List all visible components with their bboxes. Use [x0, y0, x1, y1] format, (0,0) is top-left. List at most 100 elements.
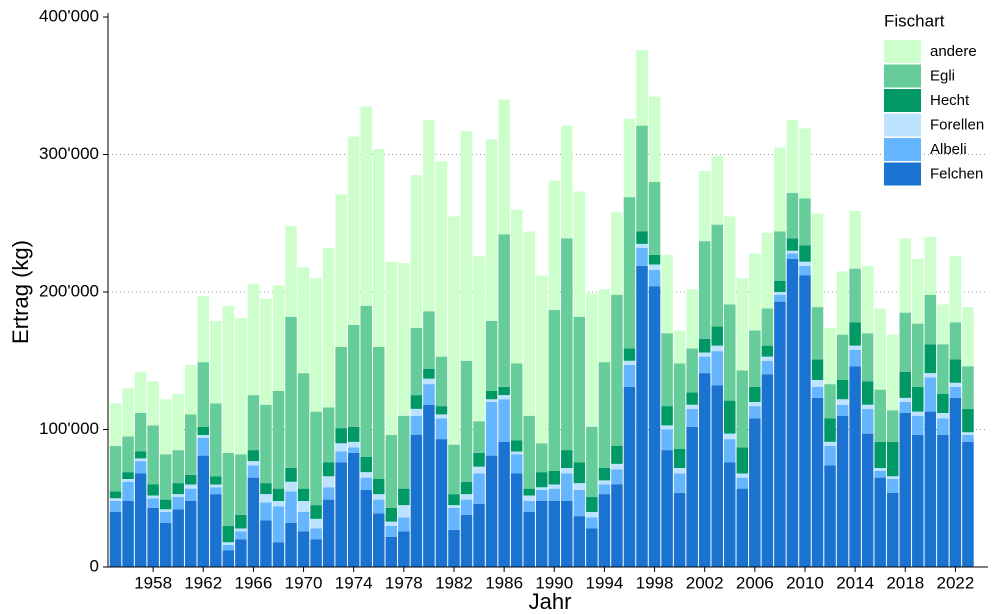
- bar: [949, 359, 962, 383]
- bar: [548, 501, 561, 567]
- bar: [836, 380, 849, 400]
- bar: [949, 386, 962, 398]
- bar: [598, 362, 611, 468]
- bar: [761, 356, 774, 361]
- bar: [774, 294, 786, 302]
- x-tick-label: 1998: [636, 573, 674, 592]
- legend-key: [884, 89, 921, 112]
- bar: [774, 301, 786, 567]
- legend-label: Egli: [930, 67, 955, 84]
- bar: [147, 381, 159, 426]
- bar: [360, 490, 372, 567]
- bar: [147, 498, 159, 508]
- bar: [210, 320, 222, 404]
- bar: [761, 308, 774, 346]
- bar: [836, 399, 849, 405]
- bar: [285, 481, 297, 492]
- bar: [460, 481, 473, 495]
- bar: [272, 501, 285, 507]
- bar: [724, 439, 736, 463]
- bar: [498, 399, 510, 442]
- bar: [899, 238, 912, 313]
- bar: [122, 472, 134, 479]
- bar: [297, 267, 310, 374]
- bar: [711, 345, 723, 352]
- y-tick-label: 300'000: [39, 144, 99, 163]
- bar: [924, 411, 937, 567]
- bar: [648, 270, 661, 287]
- bar: [636, 125, 648, 232]
- bar: [435, 414, 448, 419]
- bar: [561, 450, 573, 468]
- bar: [184, 484, 197, 489]
- bar: [824, 441, 836, 446]
- y-tick-label: 0: [90, 556, 99, 575]
- bar: [423, 120, 435, 312]
- bar: [786, 259, 799, 567]
- bar: [247, 477, 260, 567]
- bar: [473, 421, 485, 453]
- bar: [937, 435, 949, 567]
- x-tick-label: 2014: [836, 573, 874, 592]
- bar: [623, 386, 636, 567]
- bar: [222, 525, 235, 543]
- bar: [786, 120, 799, 193]
- bar: [886, 479, 899, 493]
- bar: [235, 531, 247, 540]
- bar: [197, 435, 210, 438]
- bar: [285, 468, 297, 482]
- bar: [824, 327, 836, 385]
- bar: [661, 254, 673, 334]
- bar: [836, 271, 849, 335]
- bar: [398, 531, 410, 567]
- bar: [724, 304, 736, 401]
- bar: [473, 473, 485, 504]
- bar: [736, 488, 749, 567]
- bar: [623, 118, 636, 198]
- bar: [285, 226, 297, 317]
- bar: [335, 347, 347, 429]
- bar: [385, 521, 398, 526]
- bar: [460, 499, 473, 515]
- bar: [861, 265, 874, 334]
- bar: [623, 348, 636, 361]
- bar: [962, 366, 974, 409]
- bar: [586, 496, 598, 512]
- y-tick-label: 400'000: [39, 6, 99, 25]
- bar: [222, 545, 235, 551]
- bar: [335, 462, 347, 567]
- bar: [122, 436, 134, 473]
- bar: [285, 316, 297, 468]
- bar: [811, 397, 824, 567]
- bar: [460, 514, 473, 567]
- bar: [774, 231, 786, 281]
- bar: [322, 248, 335, 408]
- bar: [661, 429, 673, 451]
- bar: [435, 356, 448, 407]
- x-tick-label: 1970: [285, 573, 323, 592]
- bar: [962, 441, 974, 567]
- bar: [912, 435, 924, 567]
- bar: [523, 512, 535, 567]
- y-axis-title: Ertrag (kg): [8, 240, 33, 344]
- bar: [398, 415, 410, 489]
- bar: [561, 125, 573, 239]
- bar: [184, 501, 197, 567]
- bar: [335, 428, 347, 444]
- x-tick-label: 1978: [385, 573, 423, 592]
- bar: [235, 318, 247, 455]
- bar: [874, 389, 886, 442]
- bar: [736, 447, 749, 474]
- bar: [949, 322, 962, 360]
- bar: [460, 360, 473, 482]
- bar: [786, 250, 799, 254]
- bar: [799, 261, 811, 266]
- bar: [874, 441, 886, 468]
- bar: [949, 256, 962, 323]
- bar: [774, 292, 786, 295]
- bar: [535, 472, 548, 488]
- bar: [360, 472, 372, 478]
- bar: [285, 523, 297, 567]
- bar: [598, 480, 611, 485]
- bar: [435, 418, 448, 440]
